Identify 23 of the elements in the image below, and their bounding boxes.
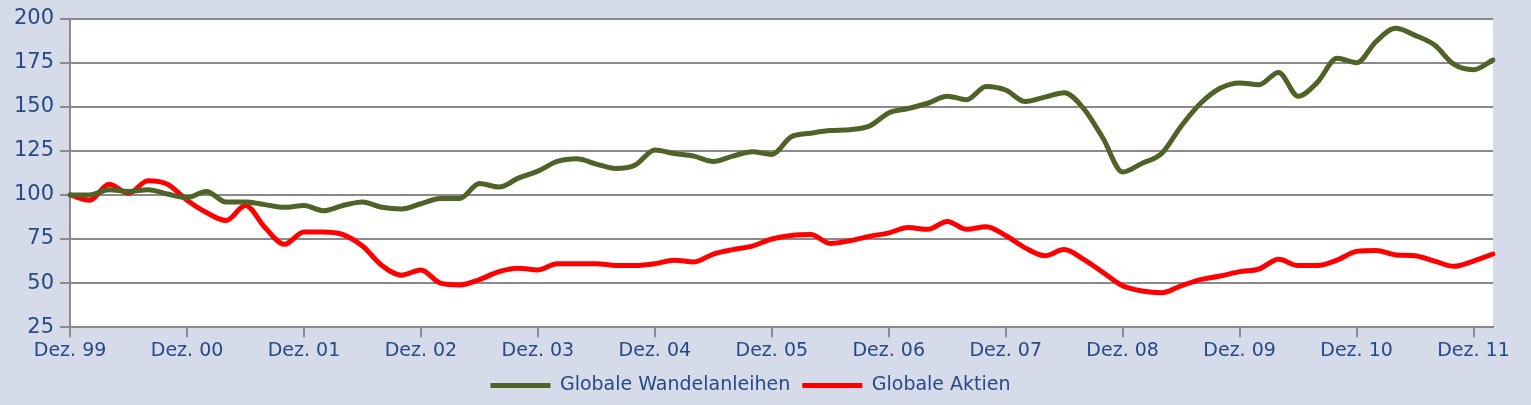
x-tick-label: Dez. 07 [969, 337, 1042, 360]
legend-label: Globale Wandelanleihen [559, 372, 791, 395]
y-tick-label: 125 [13, 137, 55, 162]
x-tick-label: Dez. 99 [33, 337, 107, 360]
y-tick-label: 200 [13, 5, 55, 30]
legend-label: Globale Aktien [871, 372, 1011, 395]
y-tick-label: 100 [13, 181, 55, 206]
x-tick-label: Dez. 01 [267, 337, 341, 360]
x-tick-label: Dez. 09 [1203, 337, 1276, 360]
y-tick-label: 150 [13, 93, 55, 118]
x-tick-label: Dez. 08 [1086, 337, 1159, 360]
x-tick-label: Dez. 00 [150, 337, 224, 360]
x-tick-label: Dez. 10 [1320, 337, 1393, 360]
y-tick-label: 25 [27, 313, 55, 338]
x-tick-label: Dez. 02 [384, 337, 458, 360]
y-tick-label: 75 [27, 225, 55, 250]
y-tick-label: 175 [13, 49, 55, 74]
x-tick-label: Dez. 05 [735, 337, 809, 360]
x-tick-label: Dez. 04 [618, 337, 692, 360]
y-tick-label: 50 [27, 269, 55, 294]
x-tick-label: Dez. 11 [1437, 337, 1510, 360]
x-tick-label: Dez. 06 [852, 337, 926, 360]
x-tick-label: Dez. 03 [501, 337, 575, 360]
